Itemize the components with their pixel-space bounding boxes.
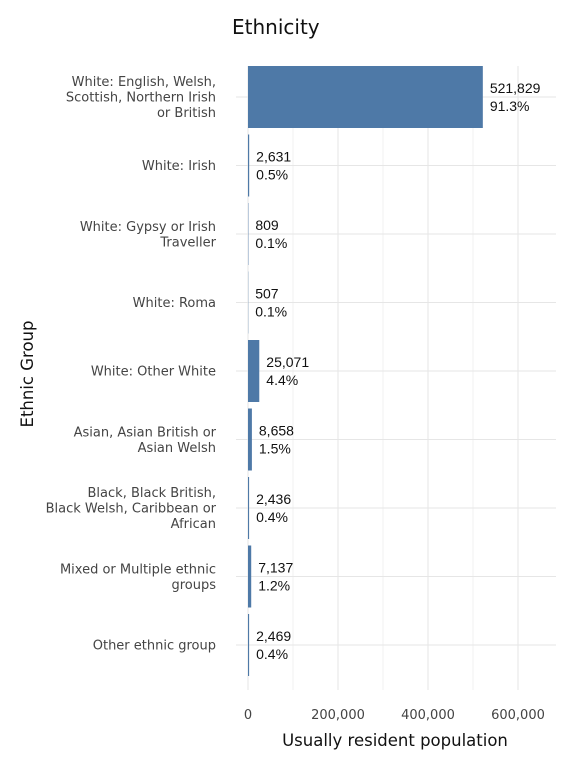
category-label-9: Other ethnic group [93,639,216,654]
x-tick-label-3: 400,000 [401,708,455,723]
value-label-2: 2,631 [256,149,291,165]
value-label-1: 521,829 [490,80,541,96]
bar-5 [248,340,260,402]
category-label-4: White: Roma [133,296,216,311]
bar-7 [248,477,250,539]
percent-label-9: 0.4% [256,646,288,662]
value-label-8: 7,137 [258,560,293,576]
x-tick-label-2: 200,000 [311,708,365,723]
x-tick-labels: 0 200,000 400,000 600,000 [244,708,545,723]
category-labels: White: English, Welsh, Scottish, Northern… [46,75,217,654]
bar-9 [248,614,250,676]
x-tick-label-1: 0 [244,708,252,723]
percent-label-4: 0.1% [255,304,287,320]
bars [248,66,483,676]
value-label-4: 507 [255,286,279,302]
bar-1 [248,66,483,128]
grid-layer [236,66,556,690]
category-label-7: Black, Black British, Black Welsh, Caribb… [46,486,217,532]
bar-8 [248,545,252,608]
x-axis-title: Usually resident population [282,731,508,750]
percent-label-7: 0.4% [256,509,288,525]
value-label-9: 2,469 [256,628,291,644]
category-label-3: White: Gypsy or Irish Traveller [80,220,217,251]
category-label-6: Asian, Asian British or Asian Welsh [74,425,217,456]
x-tick-label-4: 600,000 [491,708,545,723]
chart-title: Ethnicity [232,15,320,39]
percent-label-3: 0.1% [255,235,287,251]
percent-label-8: 1.2% [258,578,290,594]
value-label-5: 25,071 [266,354,309,370]
percent-label-2: 0.5% [256,167,288,183]
category-label-5: White: Other White [91,365,216,380]
category-label-8: Mixed or Multiple ethnic groups [60,562,216,593]
value-labels: 521,829 91.3% 2,631 0.5% 809 0.1% 507 0.1% 25,07… [255,80,540,662]
value-label-6: 8,658 [259,423,294,439]
value-label-7: 2,436 [256,491,291,507]
y-axis-title: Ethnic Group [18,321,37,428]
bar-2 [248,134,250,197]
percent-label-6: 1.5% [259,441,291,457]
value-label-3: 809 [255,217,279,233]
percent-label-1: 91.3% [490,98,530,114]
category-label-2: White: Irish [142,159,216,174]
category-label-1: White: English, Welsh, Scottish, Northern… [66,75,216,121]
percent-label-5: 4.4% [266,372,298,388]
bar-6 [248,408,252,471]
